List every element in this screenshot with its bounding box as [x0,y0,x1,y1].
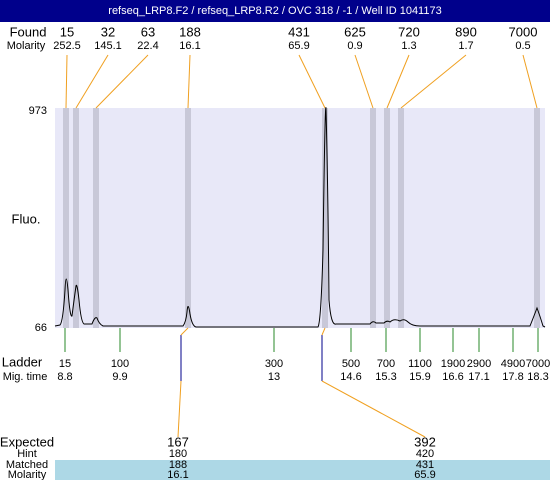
peak-band [398,108,404,328]
mig-time-value: 16.6 [442,371,463,383]
connector [180,327,189,336]
molarity-label: Molarity [7,40,46,52]
matched-value: 431 [416,459,434,471]
peak-connector [522,54,538,109]
found-value: 720 [398,24,420,39]
found-value: 15 [60,24,74,39]
ladder-value: 700 [377,358,395,370]
found-value: 188 [179,24,201,39]
peak-band [185,108,191,328]
fluorescence-trace [54,107,546,328]
peak-connector [400,54,467,109]
ladder-value: 100 [111,358,129,370]
mig-time-value: 18.3 [527,371,548,383]
ladder-value: 500 [342,358,360,370]
molarity-value: 65.9 [288,40,309,52]
ladder-value: 2900 [467,358,491,370]
molarity-value: 145.1 [94,40,122,52]
found-value: 890 [455,24,477,39]
peak-band [534,108,540,328]
molarity-value: 0.9 [347,40,362,52]
mig-time-value: 15.3 [375,371,396,383]
found-value: 32 [101,24,115,39]
mig-time-value: 8.8 [57,371,72,383]
molarity-value: 22.4 [137,40,158,52]
connector [321,380,426,438]
ladder-value: 1100 [408,358,432,370]
peak-connector [65,54,68,109]
peak-band [93,108,99,328]
mig-time-value: 15.9 [409,371,430,383]
ladder-value: 15 [59,358,71,370]
molarity-value: 16.1 [167,469,188,480]
ladder-label: Ladder [2,354,43,369]
peak-band [63,108,69,328]
ladder-value: 4900 [501,358,525,370]
hint-label: Hint [17,448,37,460]
mig-time-label: Mig. time [3,371,48,383]
title-bar [0,0,550,22]
peak-band [384,108,390,328]
peak-connector [95,54,149,109]
peak-connector [386,54,410,109]
y-label: Fluo. [12,211,41,226]
peak-band [322,108,328,328]
connector [321,327,326,336]
expected-label: Expected [0,434,54,449]
y-min: 66 [35,322,47,334]
matched-value: 188 [169,459,187,471]
peak-connector [298,54,326,109]
title: refseq_LRP8.F2 / refseq_LRP8.R2 / OVC 31… [108,5,441,17]
y-max: 973 [29,105,47,117]
hint-value: 420 [416,448,434,460]
molarity-value: 252.5 [53,40,81,52]
found-value: 63 [141,24,155,39]
mig-time-value: 9.9 [112,371,127,383]
plot-area [55,108,545,328]
peak-band [73,108,79,328]
matched-band [55,460,550,480]
mig-time-value: 14.6 [340,371,361,383]
ladder-value: 1900 [441,358,465,370]
found-value: 431 [288,24,310,39]
peak-connector [354,54,374,109]
found-label: Found [10,24,47,39]
molarity-value: 1.3 [401,40,416,52]
peak-connector [75,54,109,109]
ladder-value: 7000 [526,358,550,370]
mig-time-value: 13 [268,371,280,383]
molarity-row-label: Molarity [8,469,47,480]
hint-value: 180 [169,448,187,460]
molarity-value: 1.7 [458,40,473,52]
mig-time-value: 17.8 [502,371,523,383]
molarity-value: 0.5 [515,40,530,52]
peak-band [370,108,376,328]
ladder-value: 300 [265,358,283,370]
molarity-value: 65.9 [414,469,435,480]
expected-value: 392 [414,434,436,449]
found-value: 7000 [509,24,538,39]
peak-connector [187,54,191,109]
mig-time-value: 17.1 [468,371,489,383]
molarity-value: 16.1 [179,40,200,52]
matched-label: Matched [6,459,48,471]
connector [177,380,182,438]
found-value: 625 [344,24,366,39]
expected-value: 167 [167,434,189,449]
